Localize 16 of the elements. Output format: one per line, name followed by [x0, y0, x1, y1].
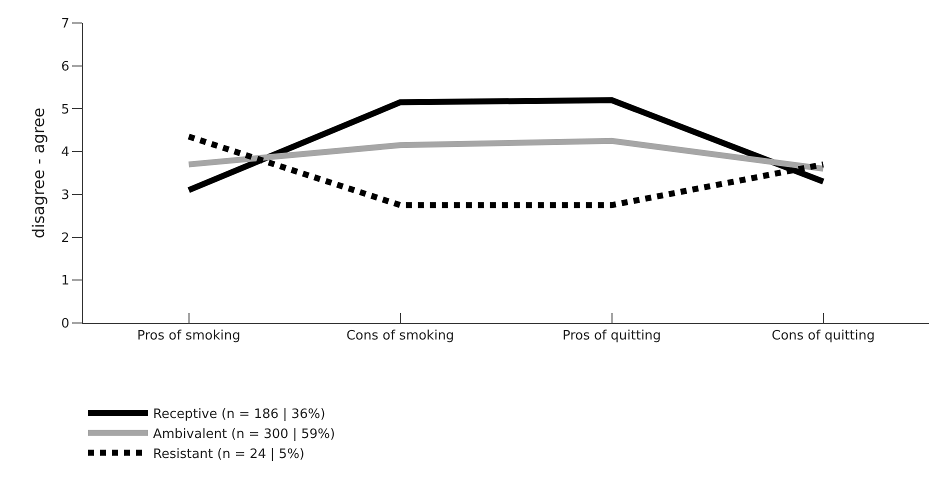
legend-label: Resistant (n = 24 | 5%): [153, 446, 304, 462]
y-tick-label: 1: [61, 274, 70, 289]
y-tick-label: 5: [61, 102, 70, 118]
y-tick-label: 3: [61, 188, 70, 203]
legend-label: Receptive (n = 186 | 36%): [153, 407, 326, 422]
x-tick-label: Cons of quitting: [772, 328, 875, 344]
y-tick-label: 2: [61, 230, 70, 246]
y-axis-title: disagree - agree: [29, 108, 48, 238]
y-tick-label: 4: [61, 145, 70, 160]
x-tick-label: Pros of smoking: [137, 328, 240, 344]
y-tick-label: 0: [61, 316, 70, 332]
x-tick-label: Pros of quitting: [562, 328, 662, 344]
y-tick-label: 7: [61, 16, 70, 32]
x-tick-label: Cons of smoking: [346, 328, 454, 344]
y-tick-label: 6: [61, 59, 70, 74]
legend-label: Ambivalent (n = 300 | 59%): [153, 426, 336, 442]
